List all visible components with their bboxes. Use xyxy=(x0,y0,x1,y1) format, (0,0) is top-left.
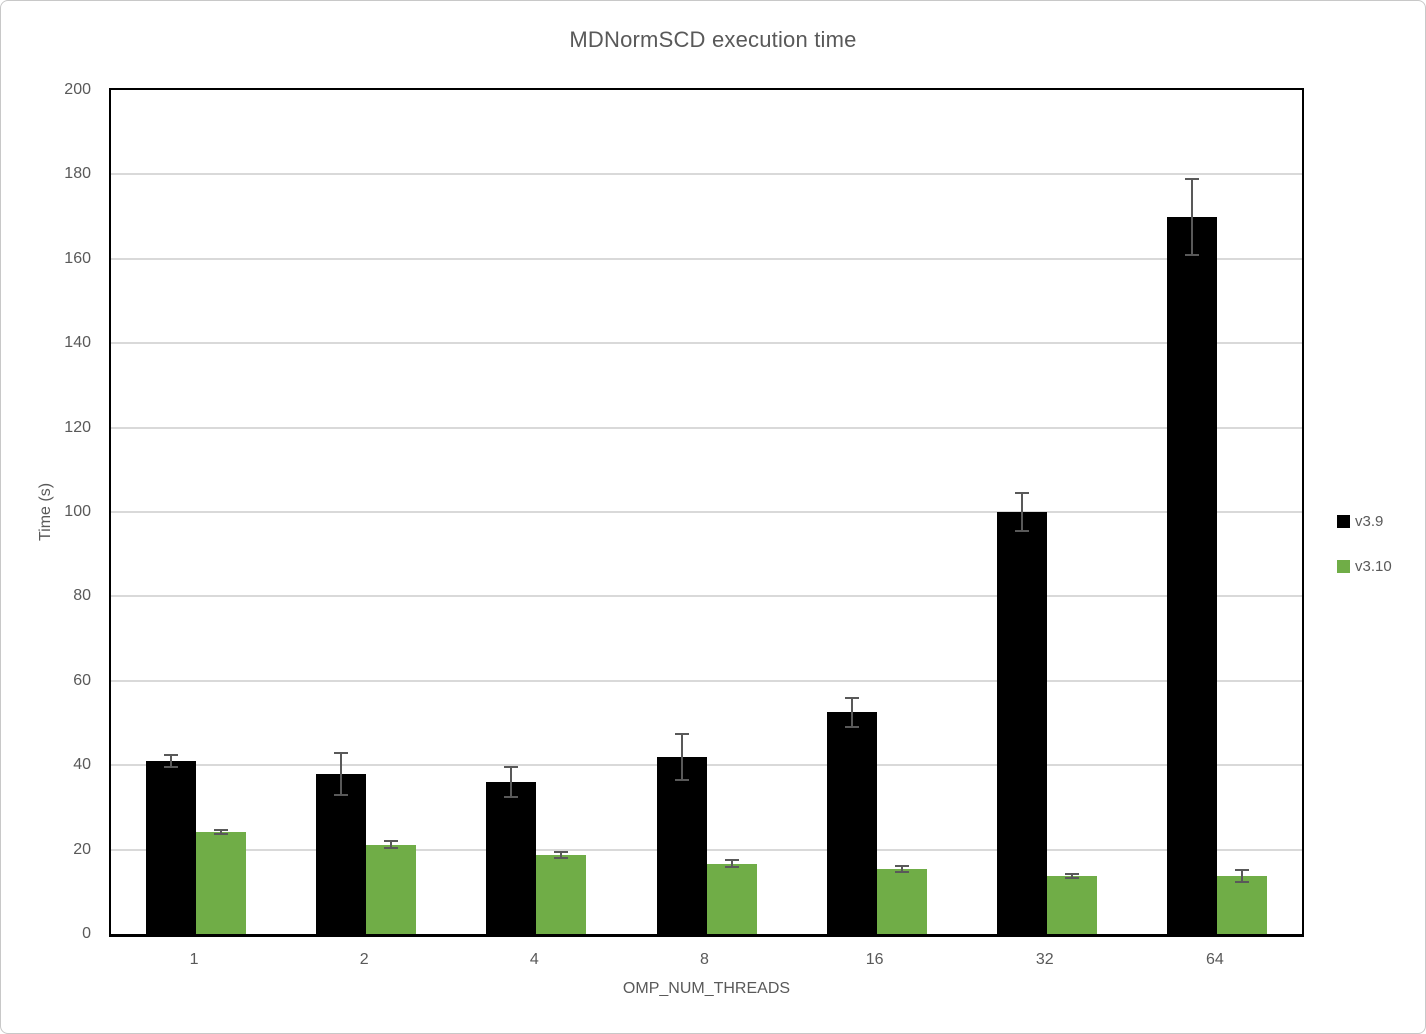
bar-v3.10-2 xyxy=(366,844,417,934)
error-bar-cap xyxy=(844,726,859,729)
error-bar-cap xyxy=(894,870,909,873)
error-bar-cap xyxy=(334,751,349,754)
y-tick-label: 180 xyxy=(64,165,91,183)
error-bar-cap xyxy=(844,696,859,699)
error-bar-cap xyxy=(384,847,399,850)
legend-item-v3.10: v3.10 xyxy=(1337,556,1392,577)
bar-v3.10-8 xyxy=(706,863,757,934)
gridline xyxy=(111,426,1302,429)
error-bar-v3.10-32 xyxy=(1070,874,1073,879)
error-bar-v3.9-16 xyxy=(850,697,853,728)
error-bar-cap xyxy=(674,732,689,735)
error-bar-cap xyxy=(1234,880,1249,883)
bar-v3.10-32 xyxy=(1046,876,1097,934)
y-tick-label: 200 xyxy=(64,81,91,98)
gridline xyxy=(111,848,1302,851)
x-tick-label: 8 xyxy=(700,951,709,968)
bar-v3.9-32 xyxy=(996,512,1047,934)
y-tick-label: 80 xyxy=(73,587,91,605)
y-tick-label: 60 xyxy=(73,671,91,689)
bar-v3.10-64 xyxy=(1216,875,1267,934)
error-bar-cap xyxy=(554,856,569,859)
x-tick-label: 4 xyxy=(529,951,539,968)
error-bar-v3.9-4 xyxy=(510,767,513,797)
error-bar-cap xyxy=(1064,877,1079,880)
error-bar-v3.10-8 xyxy=(730,860,733,867)
legend-item-v3.9: v3.9 xyxy=(1337,511,1392,532)
bar-v3.10-16 xyxy=(876,868,927,934)
x-axis-ticks: 1 2 4 8 16 32 64 xyxy=(109,951,1304,973)
error-bar-cap xyxy=(1234,868,1249,871)
error-bar-cap xyxy=(554,850,569,853)
error-bar-v3.9-2 xyxy=(340,752,343,795)
error-bar-cap xyxy=(334,793,349,796)
y-tick-label: 140 xyxy=(64,334,91,352)
error-bar-cap xyxy=(724,859,739,862)
error-bar-cap xyxy=(164,753,179,756)
error-bar-v3.10-2 xyxy=(390,840,393,849)
error-bar-cap xyxy=(724,865,739,868)
gridline xyxy=(111,679,1302,682)
error-bar-v3.10-64 xyxy=(1240,869,1243,882)
error-bar-cap xyxy=(674,778,689,781)
gridline xyxy=(111,764,1302,767)
error-bar-v3.10-16 xyxy=(900,865,903,872)
chart-title: MDNormSCD execution time xyxy=(569,27,857,52)
error-bar-cap xyxy=(1184,253,1199,256)
bar-v3.10-4 xyxy=(536,854,587,934)
error-bar-cap xyxy=(1184,177,1199,180)
error-bar-cap xyxy=(1014,529,1029,532)
y-tick-label: 120 xyxy=(64,418,91,436)
bar-v3.10-1 xyxy=(196,831,247,934)
legend-swatch-v3.10 xyxy=(1337,560,1350,573)
gridline xyxy=(111,511,1302,513)
x-tick-label: 2 xyxy=(359,951,369,968)
error-bar-cap xyxy=(1064,873,1079,876)
error-bar-cap xyxy=(164,766,179,769)
gridline xyxy=(111,342,1302,345)
gridline xyxy=(111,173,1302,176)
plot-area xyxy=(109,88,1304,937)
bar-v3.9-4 xyxy=(486,782,537,934)
error-bar-v3.9-1 xyxy=(170,754,173,768)
y-axis-ticks: 0 20 40 60 80 100 120 140 160 180 200 xyxy=(1,81,99,942)
x-axis-title: OMP_NUM_THREADS xyxy=(622,980,791,997)
y-tick-label: 100 xyxy=(64,503,91,520)
bar-v3.9-1 xyxy=(146,760,197,934)
bar-v3.9-64 xyxy=(1166,216,1217,934)
error-bar-cap xyxy=(384,839,399,842)
y-tick-label: 20 xyxy=(73,840,91,858)
error-bar-cap xyxy=(1014,492,1029,494)
bar-v3.9-16 xyxy=(826,712,877,934)
x-tick-label: 1 xyxy=(189,951,199,968)
error-bar-cap xyxy=(894,864,909,867)
x-tick-label: 64 xyxy=(1206,951,1224,968)
legend-label: v3.9 xyxy=(1355,513,1384,530)
error-bar-v3.9-32 xyxy=(1020,493,1023,531)
x-tick-label: 32 xyxy=(1035,951,1054,968)
y-tick-label: 160 xyxy=(64,249,91,267)
legend-swatch-v3.9 xyxy=(1337,515,1350,528)
y-tick-label: 40 xyxy=(73,756,91,774)
y-tick-label: 0 xyxy=(82,925,91,942)
legend-label: v3.10 xyxy=(1355,558,1392,575)
gridline xyxy=(111,595,1302,598)
error-bar-cap xyxy=(504,795,519,798)
error-bar-v3.10-4 xyxy=(560,851,563,858)
error-bar-v3.9-8 xyxy=(680,733,683,780)
error-bar-cap xyxy=(214,832,229,835)
error-bar-v3.9-64 xyxy=(1190,178,1193,255)
legend: v3.9 v3.10 xyxy=(1337,511,1392,601)
x-tick-label: 16 xyxy=(865,951,884,968)
bar-v3.9-2 xyxy=(316,773,367,934)
error-bar-cap xyxy=(504,766,519,769)
gridline xyxy=(111,257,1302,260)
error-bar-v3.10-1 xyxy=(220,830,223,834)
error-bar-cap xyxy=(214,829,229,832)
bar-v3.9-8 xyxy=(656,756,707,934)
